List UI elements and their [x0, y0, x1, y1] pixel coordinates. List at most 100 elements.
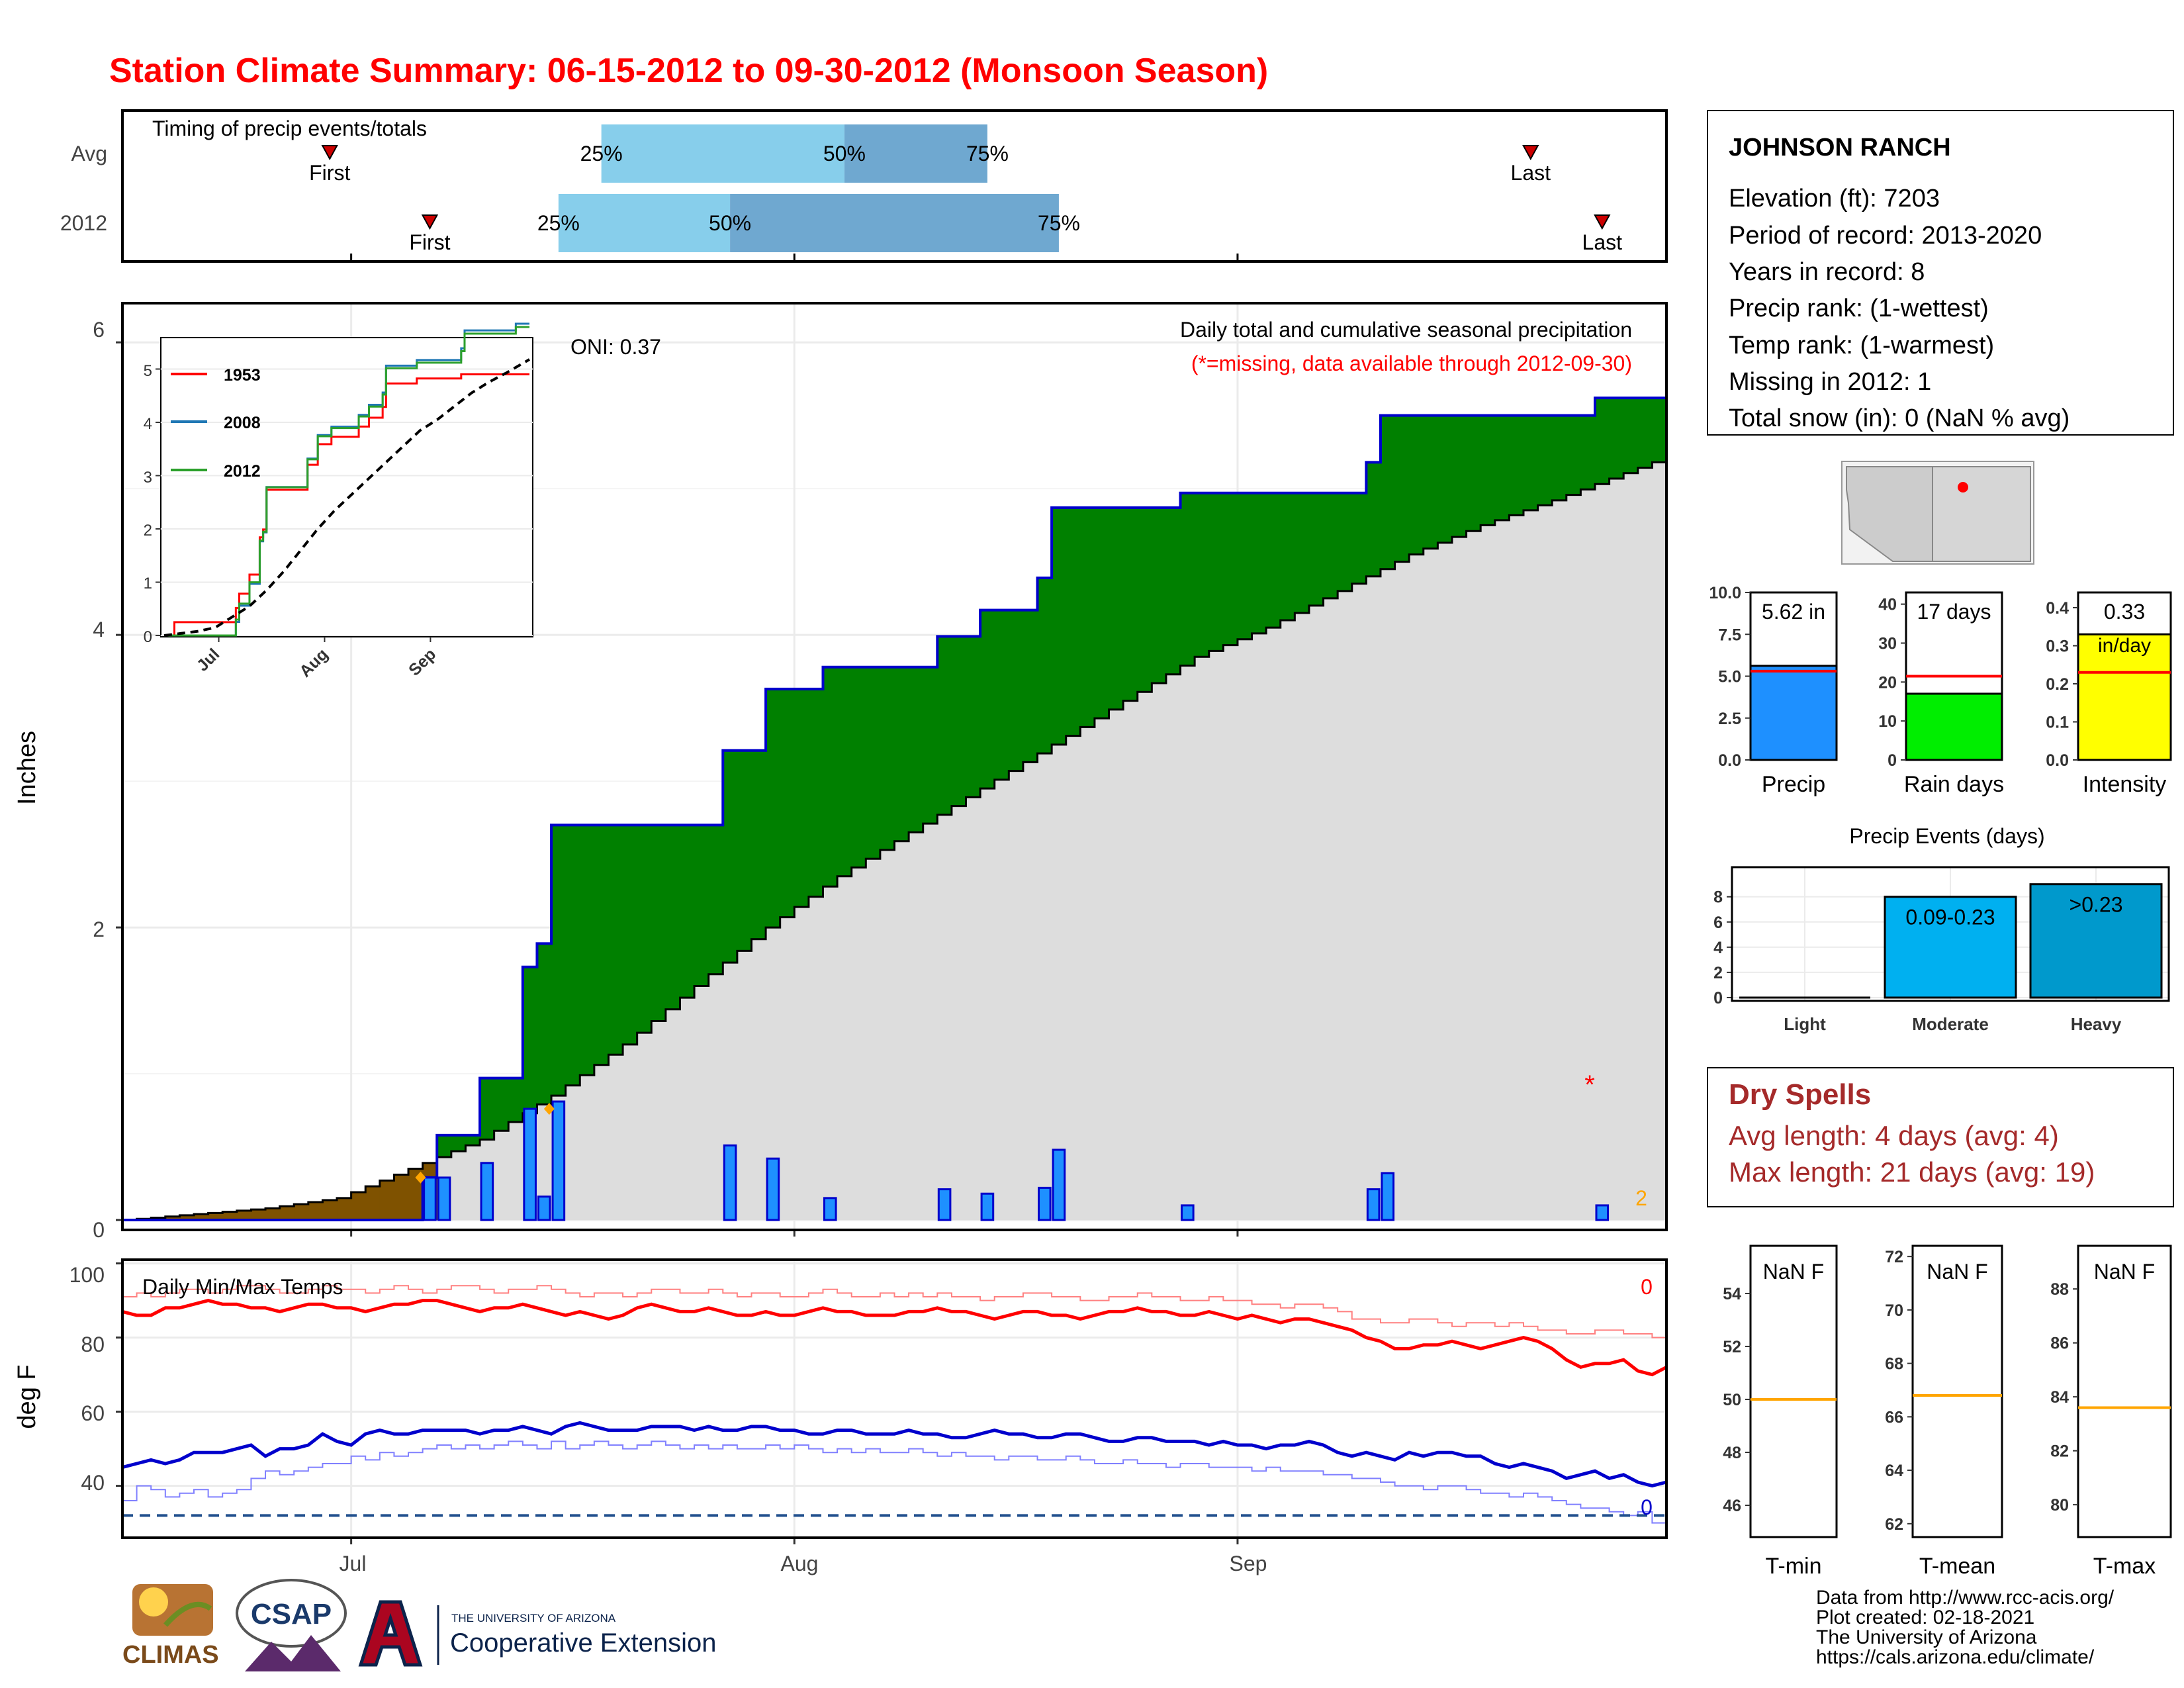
climas-logo: CLIMAS — [122, 1584, 219, 1669]
surplus-band — [1009, 610, 1024, 771]
temp-box-value-0: NaN F — [1763, 1260, 1824, 1284]
surplus-band — [980, 610, 995, 789]
mini-bar-value-0 — [1749, 665, 1838, 761]
csap-mountains — [245, 1635, 341, 1671]
timing-marker-first — [421, 214, 439, 230]
events-category-2: Heavy — [2071, 1014, 2122, 1034]
precip-ytick-2: 2 — [93, 917, 105, 941]
surplus-band — [623, 825, 638, 1045]
surplus-band — [594, 825, 610, 1065]
temp-box-ytick-0-3: 52 — [1723, 1338, 1741, 1356]
surplus-band — [1223, 492, 1238, 645]
precip-ytick-4: 4 — [93, 618, 105, 641]
daily-precip-bar — [551, 1100, 566, 1221]
daily-precip-bar — [1181, 1204, 1195, 1221]
daily-precip-bar — [480, 1162, 494, 1221]
credit-url: https://cals.arizona.edu/climate/ — [1816, 1646, 2095, 1668]
surplus-band — [1037, 577, 1052, 754]
mini-bar-charts: 5.62 in Precip 0.0 2.5 5.0 7.5 10.0 17 days Rain… — [1709, 584, 2172, 797]
observed-cumulative-line — [122, 397, 1666, 1221]
surplus-band — [1308, 492, 1324, 606]
surplus-band — [1366, 462, 1381, 577]
temp-panel-bg — [122, 1260, 1666, 1538]
daily-precip-bar — [523, 1107, 537, 1221]
surplus-band — [694, 825, 709, 986]
timing-label-p75: 75% — [1038, 211, 1080, 235]
credit-university: The University of Arizona — [1816, 1626, 2037, 1648]
mini-bar-ytick-0-4: 10.0 — [1709, 584, 1741, 602]
ua-big-text: Cooperative Extension — [450, 1628, 716, 1658]
surplus-band — [1509, 415, 1524, 516]
deficit-band — [179, 1215, 195, 1220]
missing-count: 2 — [1635, 1186, 1647, 1210]
figure-title: Station Climate Summary: 06-15-2012 to 0… — [109, 52, 1268, 90]
mini-bar-ytick-2-1: 0.1 — [2046, 714, 2069, 732]
tmin-average-line — [122, 1440, 1666, 1524]
surplus-band — [723, 750, 738, 963]
timing-label-p50: 50% — [823, 142, 866, 165]
deficit-band — [365, 1186, 381, 1220]
surplus-band — [608, 825, 623, 1055]
surplus-band — [1494, 415, 1510, 520]
surplus-band — [923, 667, 938, 824]
csap-logo: CSAP — [236, 1579, 347, 1671]
mini-bar-value-2 — [2077, 633, 2172, 761]
temperature-boxes: NaN F T-min 46 48 50 52 54 NaN F T-mean 62 64 66 68 7… — [1723, 1244, 2172, 1579]
mini-bar-ytick-2-2: 0.2 — [2046, 675, 2069, 694]
surplus-band — [1180, 492, 1195, 666]
temp-box-ytick-2-4: 88 — [2050, 1280, 2069, 1299]
mini-bar-ytick-2-3: 0.3 — [2046, 637, 2069, 656]
temp-box-value-1: NaN F — [1927, 1260, 1987, 1284]
temp-box-name-2: T-max — [2093, 1554, 2156, 1579]
temp-box-ytick-1-5: 72 — [1885, 1248, 1903, 1266]
surplus-band — [1266, 492, 1281, 628]
surplus-band — [780, 688, 795, 917]
events-ytick-1: 2 — [1713, 964, 1723, 982]
temp-xtick-jul: Jul — [340, 1552, 367, 1575]
mini-bar-value-label-1: 17 days — [1917, 600, 1991, 624]
surplus-band — [522, 966, 538, 1113]
daily-precip-bar — [537, 1196, 551, 1221]
inset-ytick-1: 1 — [144, 575, 152, 592]
surplus-band — [1480, 415, 1496, 526]
temp-box-ytick-0-2: 50 — [1723, 1391, 1741, 1409]
surplus-band — [708, 825, 723, 974]
timing-panel: 25% 50% 75% First Last 25% 50% 75% First Last Tim… — [60, 109, 1668, 263]
temp-box-ytick-2-1: 82 — [2050, 1442, 2069, 1461]
mini-bar-name-2: Intensity — [2083, 772, 2167, 797]
timing-label-p75: 75% — [966, 142, 1009, 165]
daily-precip-bar — [723, 1144, 737, 1221]
events-bar-label-2: >0.23 — [2070, 893, 2123, 917]
inset-average-line — [163, 358, 531, 637]
surplus-band — [1580, 415, 1596, 490]
daily-precip-bar — [980, 1192, 995, 1221]
station-precip-rank: Precip rank: (1-wettest) — [1729, 295, 1989, 322]
surplus-band — [508, 1078, 523, 1122]
temp-ytick-60: 60 — [81, 1401, 105, 1425]
temp-ytick-40: 40 — [81, 1471, 105, 1495]
timing-text-last: Last — [1511, 161, 1551, 185]
station-frame — [1707, 110, 2174, 436]
surplus-band — [1466, 415, 1481, 532]
precip-ytick-0: 0 — [93, 1218, 105, 1242]
temp-ylabel: deg F — [13, 1364, 41, 1429]
missing-marker: * — [1584, 1070, 1595, 1100]
events-title: Precip Events (days) — [1849, 824, 2044, 848]
csap-cloud — [236, 1579, 347, 1648]
events-category-1: Moderate — [1912, 1014, 1989, 1034]
deficit-band — [279, 1206, 295, 1220]
mini-bar-name-0: Precip — [1762, 772, 1825, 797]
timing-label: Timing of precip events/totals — [152, 117, 427, 140]
surplus-band — [1523, 415, 1539, 510]
surplus-band — [937, 636, 952, 815]
surplus-band — [1351, 492, 1367, 584]
mini-bar-value-unit-2: in/day — [2098, 635, 2151, 657]
events-bar-label-1: 0.09-0.23 — [1905, 906, 1995, 929]
temp-box-ytick-1-3: 68 — [1885, 1355, 1903, 1374]
temp-box-ytick-1-2: 66 — [1885, 1408, 1903, 1427]
deficit-band — [251, 1209, 266, 1220]
surplus-band — [1609, 398, 1624, 479]
events-ytick-4: 8 — [1713, 888, 1723, 907]
station-location-dot — [1958, 482, 1968, 492]
temp-xtick-sep: Sep — [1230, 1552, 1267, 1575]
